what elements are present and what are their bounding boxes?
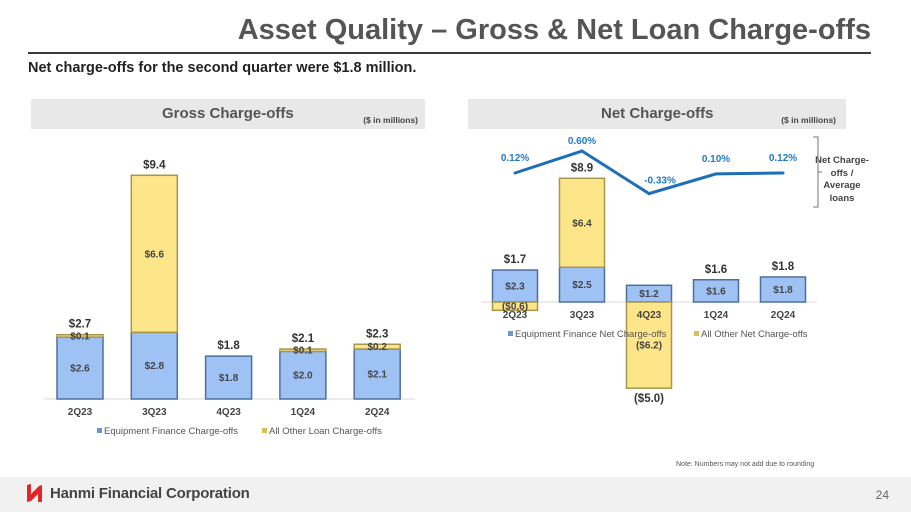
legend-swatch — [97, 428, 102, 433]
ratio-point — [714, 172, 718, 176]
x-tick-label: 2Q23 — [503, 310, 528, 321]
ratio-label-line: offs / — [830, 167, 854, 179]
x-tick-label: 1Q24 — [291, 407, 316, 418]
ratio-point — [781, 171, 785, 175]
gross-chart-header: Gross Charge-offs ($ in millions) — [31, 99, 425, 129]
bar-all-other — [558, 177, 606, 268]
bar-value-label: ($0.6) — [502, 302, 528, 313]
bar-all-other — [491, 301, 539, 312]
bar-all-other — [279, 348, 327, 353]
legend-label: Equipment Finance Net Charge-offs — [515, 329, 667, 340]
total-label: $1.8 — [217, 340, 240, 352]
bar-value-label: $2.5 — [572, 280, 592, 291]
net-chart-title: Net Charge-offs — [601, 105, 714, 122]
ratio-point — [647, 192, 651, 196]
bar-value-label: $2.0 — [293, 371, 313, 382]
bar-value-label: $1.8 — [219, 373, 239, 384]
ratio-label-line: Net Charge- — [815, 155, 869, 166]
ratio-axis-label: Net Charge- offs / Average loans — [812, 155, 872, 205]
total-label: $1.6 — [705, 264, 727, 276]
bar-value-label: $1.2 — [639, 289, 659, 300]
gross-chart-units: ($ in millions) — [363, 115, 418, 125]
rounding-note: Note: Numbers may not add due to roundin… — [676, 461, 815, 468]
bar-all-other — [353, 343, 401, 350]
ratio-bracket — [813, 136, 822, 208]
bar-value-label: $6.6 — [145, 249, 165, 260]
ratio-label-line: Average loans — [823, 180, 861, 204]
page-title: Asset Quality – Gross & Net Loan Charge-… — [237, 14, 871, 46]
ratio-point — [513, 171, 517, 175]
bar-value-label: ($6.2) — [636, 341, 662, 352]
bar-value-label: $0.1 — [70, 331, 90, 342]
page-subtitle: Net charge-offs for the second quarter w… — [28, 60, 417, 76]
bar-value-label: $6.4 — [572, 218, 592, 229]
net-chart-header: Net Charge-offs ($ in millions) — [468, 99, 846, 129]
ratio-value-label: -0.33% — [644, 176, 676, 187]
bar-value-label: $1.8 — [773, 285, 793, 296]
page-number: 24 — [875, 488, 889, 502]
bar-value-label: $0.1 — [293, 346, 313, 357]
legend-swatch — [262, 428, 267, 433]
x-tick-label: 2Q23 — [68, 407, 93, 418]
footer-bar — [0, 477, 911, 512]
bar-value-label: $2.3 — [505, 282, 525, 293]
ratio-point — [580, 149, 584, 153]
bar-all-other — [56, 333, 104, 338]
bar-equipment-finance — [204, 355, 253, 400]
x-tick-label: 3Q23 — [570, 310, 595, 321]
net-chart-units: ($ in millions) — [781, 115, 836, 125]
legend-swatch — [694, 331, 699, 336]
ratio-value-label: 0.60% — [568, 136, 596, 147]
x-tick-label: 4Q23 — [637, 310, 662, 321]
bar-equipment-finance — [56, 336, 104, 400]
x-tick-label: 2Q24 — [365, 407, 390, 418]
ratio-line — [514, 149, 784, 196]
company-logo-text: Hanmi Financial Corporation — [50, 485, 250, 502]
bar-value-label: $1.6 — [706, 286, 726, 297]
x-tick-label: 4Q23 — [216, 407, 241, 418]
total-label: $2.3 — [366, 328, 388, 340]
bar-equipment-finance — [558, 266, 606, 303]
total-label: $9.4 — [143, 159, 166, 171]
gross-chart-title: Gross Charge-offs — [162, 105, 294, 122]
total-label: ($5.0) — [634, 393, 664, 405]
bar-value-label: $2.6 — [70, 364, 90, 375]
title-divider — [28, 52, 871, 54]
bar-equipment-finance — [353, 348, 401, 400]
total-label: $1.8 — [772, 261, 795, 273]
total-label: $2.7 — [69, 319, 91, 331]
ratio-value-label: 0.12% — [501, 153, 529, 164]
bar-equipment-finance — [759, 276, 807, 303]
legend-label: All Other Loan Charge-offs — [269, 426, 382, 437]
bar-value-label: $2.8 — [145, 361, 165, 372]
ratio-value-label: 0.12% — [769, 153, 797, 164]
total-label: $2.1 — [292, 333, 315, 345]
x-tick-label: 2Q24 — [771, 310, 796, 321]
ratio-value-label: 0.10% — [702, 154, 730, 165]
total-label: $1.7 — [504, 254, 526, 266]
total-label: $8.9 — [571, 162, 593, 174]
bar-all-other — [625, 301, 673, 389]
bar-equipment-finance — [279, 350, 327, 400]
x-tick-label: 3Q23 — [142, 407, 167, 418]
bar-equipment-finance — [130, 331, 179, 400]
legend-label: Equipment Finance Charge-offs — [104, 426, 238, 437]
bar-value-label: $0.2 — [367, 342, 387, 353]
legend-label: All Other Net Charge-offs — [701, 329, 808, 340]
bar-value-label: $2.1 — [367, 370, 387, 381]
bar-all-other — [130, 174, 179, 334]
legend-swatch — [508, 331, 513, 336]
x-tick-label: 1Q24 — [704, 310, 729, 321]
bar-equipment-finance — [692, 279, 740, 303]
